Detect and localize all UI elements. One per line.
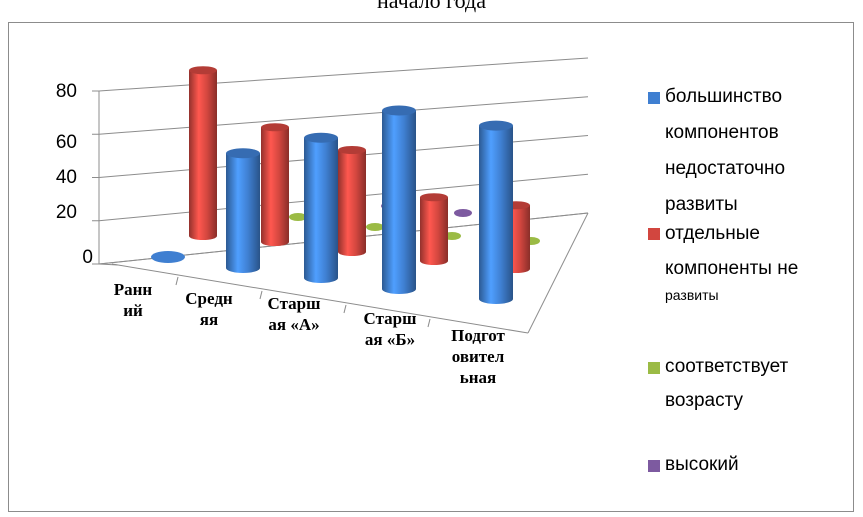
x-tick-mark [343,304,347,314]
bar-body [420,197,448,265]
y-tick-label: 0 [82,247,93,268]
floor [99,213,588,333]
x-category-label-line: Средн [185,289,233,308]
y-tick-label: 40 [56,167,77,188]
bar-1-5 [479,120,513,304]
chart-title: начало года [377,0,486,13]
bar-4-2 [454,209,472,217]
y-tick-label: 60 [56,132,77,153]
chart-frame [8,22,854,512]
legend-label-line-1: высокий [665,454,739,475]
floor-right-edge [527,212,589,334]
bar-body [338,150,366,256]
gridline [98,57,589,92]
bar-top-disc [151,251,185,263]
bar-body [479,125,513,304]
x-tick-mark [427,318,431,328]
legend-label-line-2: компонентов [665,122,779,143]
bar-top [479,120,513,131]
bar-1-2 [226,148,260,273]
bar-1-4 [382,105,416,294]
x-axis-line [111,263,529,334]
x-category-label: Средн яя [176,288,242,330]
x-category-label-line: яя [199,310,219,329]
y-tick-label: 80 [56,81,77,102]
bar-2-4 [420,193,448,265]
bar-1-3 [304,132,338,283]
x-category-label-line: Старш [363,309,417,328]
x-category-label-line: ая «А» [268,315,320,334]
bar-2-1 [189,66,217,240]
x-category-label-line: ий [123,301,143,320]
legend-swatch-series-2 [648,228,660,240]
bar-1-1 [151,251,185,263]
legend-label-line-2: компоненты не [665,258,799,279]
legend-swatch-series-4 [648,460,660,472]
bar-body [189,70,217,240]
x-tick-mark [259,290,263,300]
x-tick-mark [175,276,179,286]
bar-2-2 [261,123,289,246]
bar-top [189,66,217,75]
x-category-label-line: Старш [267,294,321,313]
legend-label-line-3: недостаточно [665,158,786,179]
legend-label-line-1: большинство [665,86,783,107]
bar-body [382,110,416,294]
y-tick-label: 20 [56,202,77,223]
legend-label-line-1: соответствует [665,356,789,377]
gridline [98,96,589,135]
bar-top [226,148,260,159]
bar-top-disc [454,209,472,217]
x-category-label: Подгот овител ьная [435,325,521,388]
bar-top-disc [366,223,384,231]
legend-label-line-1: отдельные [665,223,760,244]
bar-3-2 [366,223,384,231]
bar-2-3 [338,146,366,256]
bar-top [382,105,416,116]
bar-3-1 [289,213,307,221]
x-category-label: Старш ая «Б» [352,308,428,350]
x-category-label-line: овител [451,347,505,366]
bar-top [338,146,366,154]
bars [151,66,540,304]
bar-body [261,127,289,246]
x-category-label-line: ая «Б» [364,330,416,349]
bar-top-disc [289,213,307,221]
legend-label-line-4: развиты [665,194,738,215]
y-axis-tick-labels: 0 20 40 60 80 [56,81,93,268]
bar-top [261,123,289,132]
x-category-label-line: Ранн [113,280,153,299]
x-category-label: Старш ая «А» [258,293,330,335]
bar-body [226,153,260,273]
bar-body [304,137,338,283]
x-axis-ticks [175,276,431,328]
legend-swatch-series-3 [648,362,660,374]
x-category-label: Ранн ий [103,279,163,321]
bar-top [420,193,448,202]
x-category-label-line: ьная [459,368,497,387]
x-category-label-line: Подгот [451,326,505,345]
legend-label-line-3: развиты [665,287,719,303]
legend-label-line-2: возрасту [665,390,743,411]
bar-top [304,132,338,143]
legend-swatch-series-1 [648,92,660,104]
